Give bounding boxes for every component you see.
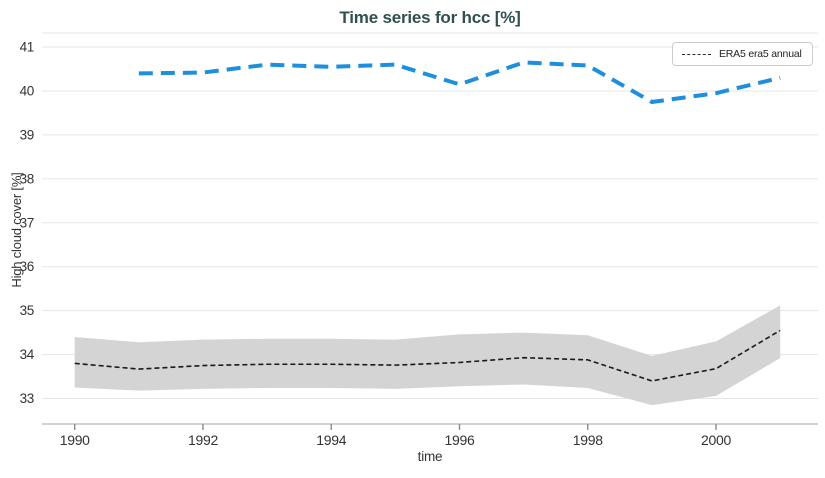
y-tick-label: 39 <box>20 127 34 142</box>
confidence-band <box>74 305 781 406</box>
x-tick-label: 1994 <box>316 432 346 448</box>
y-axis-title: High cloud cover [%] <box>9 172 24 288</box>
x-axis-title: time <box>417 449 443 464</box>
y-tick-label: 34 <box>20 347 35 362</box>
y-tick-label: 41 <box>20 40 34 55</box>
blue-dashed-line <box>138 60 781 104</box>
y-tick-label: 36 <box>20 259 34 274</box>
y-tick-label: 40 <box>20 83 34 98</box>
y-tick-label: 38 <box>20 171 34 186</box>
x-tick-label: 1990 <box>60 432 90 448</box>
y-tick-label: 37 <box>20 215 34 230</box>
x-tick-label: 1992 <box>188 432 218 448</box>
era5-annual-line <box>74 329 781 382</box>
legend-dashed-line-icon <box>682 53 711 55</box>
legend-item-era5-annual[interactable]: ERA5 era5 annual <box>719 48 802 60</box>
x-tick-label: 1998 <box>573 432 603 448</box>
x-tick-label: 1996 <box>445 432 475 448</box>
chart-title: Time series for hcc [%] <box>339 8 521 27</box>
legend-box[interactable]: ERA5 era5 annual <box>672 42 813 66</box>
y-tick-label: 33 <box>20 391 34 406</box>
y-tick-label: 35 <box>20 303 34 318</box>
x-tick-label: 2000 <box>701 432 731 448</box>
